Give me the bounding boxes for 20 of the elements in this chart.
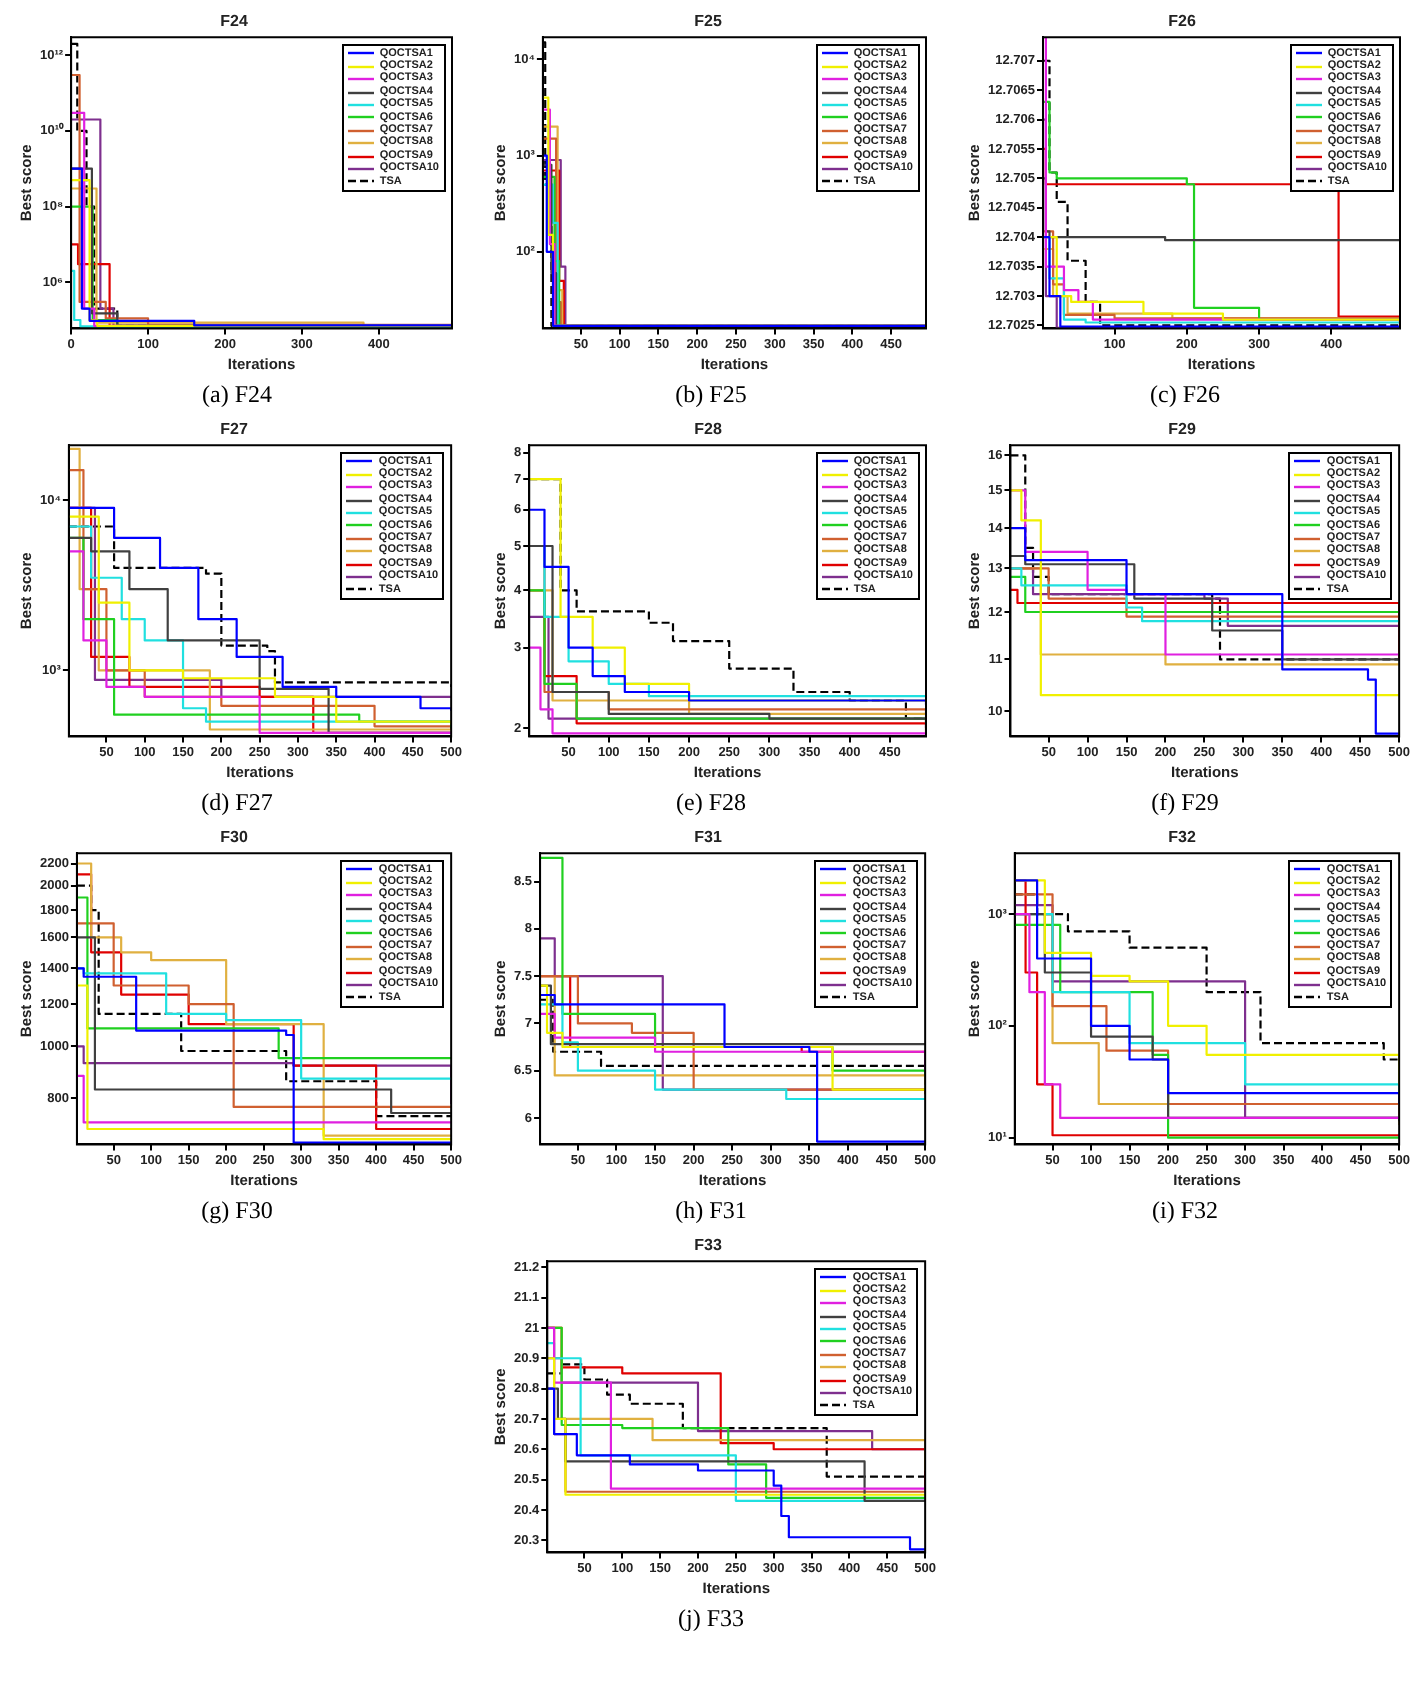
text: (j) F33	[678, 1602, 744, 1636]
chart-title: F32	[1167, 828, 1196, 847]
chart-title: F33	[693, 1236, 722, 1255]
text: (d) F27	[201, 786, 273, 820]
chart-title: F25	[693, 12, 722, 31]
text: (e) F28	[676, 786, 746, 820]
chart-title: F30	[219, 828, 248, 847]
text: (i) F32	[1152, 1194, 1218, 1228]
chart-title: F27	[219, 420, 248, 439]
text: (c) F26	[1150, 378, 1220, 412]
text: (f) F29	[1151, 786, 1219, 820]
text: (a) F24	[202, 378, 272, 412]
chart-title: F28	[693, 420, 722, 439]
chart-title: F29	[1167, 420, 1196, 439]
chart-title: F26	[1167, 12, 1196, 31]
chart-title: F24	[219, 12, 248, 31]
text: (b) F25	[675, 378, 747, 412]
text: (h) F31	[675, 1194, 747, 1228]
chart-title: F31	[693, 828, 722, 847]
text: (g) F30	[201, 1194, 273, 1228]
